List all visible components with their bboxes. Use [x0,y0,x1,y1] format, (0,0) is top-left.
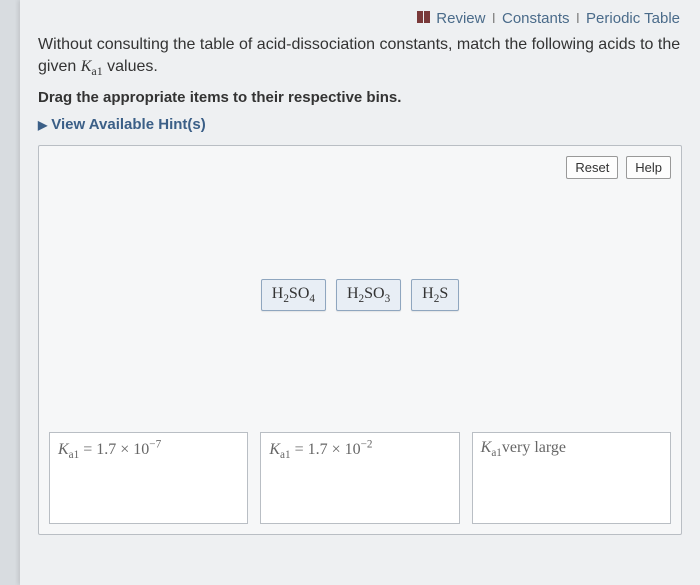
acid-chip[interactable]: H2SO3 [336,279,401,311]
question-page: Review I Constants I Periodic Table With… [20,0,700,585]
drop-bins-row: Ka1 = 1.7 × 10−7 Ka1 = 1.7 × 10−2 Ka1ver… [49,432,671,524]
workspace-buttons: Reset Help [49,156,671,179]
draggable-items-area: H2SO4 H2SO3 H2S [49,279,671,311]
question-post: values. [103,58,158,75]
drop-bin[interactable]: Ka1 = 1.7 × 10−7 [49,432,248,524]
hints-label: View Available Hint(s) [51,116,206,133]
chevron-right-icon: ▶ [38,118,47,132]
ka-sub: a1 [91,64,102,78]
separator: I [574,10,582,27]
top-links-bar: Review I Constants I Periodic Table [38,6,682,34]
drag-workspace: Reset Help H2SO4 H2SO3 H2S Ka1 = 1.7 × 1… [38,145,682,535]
review-link[interactable]: Review [436,10,485,27]
reset-button[interactable]: Reset [566,156,618,179]
view-hints-toggle[interactable]: ▶ View Available Hint(s) [38,116,682,133]
question-text: Without consulting the table of acid-dis… [38,34,682,79]
bin-label: Ka1very large [481,439,566,456]
bin-label: Ka1 = 1.7 × 10−7 [58,441,161,458]
drop-bin[interactable]: Ka1 = 1.7 × 10−2 [260,432,459,524]
acid-chip[interactable]: H2SO4 [261,279,326,311]
periodic-table-link[interactable]: Periodic Table [586,10,680,27]
acid-chip[interactable]: H2S [411,279,459,311]
constants-link[interactable]: Constants [502,10,570,27]
bin-label: Ka1 = 1.7 × 10−2 [269,441,372,458]
help-button[interactable]: Help [626,156,671,179]
separator: I [490,10,498,27]
ka-symbol: K [81,58,92,75]
drop-bin[interactable]: Ka1very large [472,432,671,524]
drag-instruction: Drag the appropriate items to their resp… [38,89,682,106]
flag-icon [416,10,432,28]
